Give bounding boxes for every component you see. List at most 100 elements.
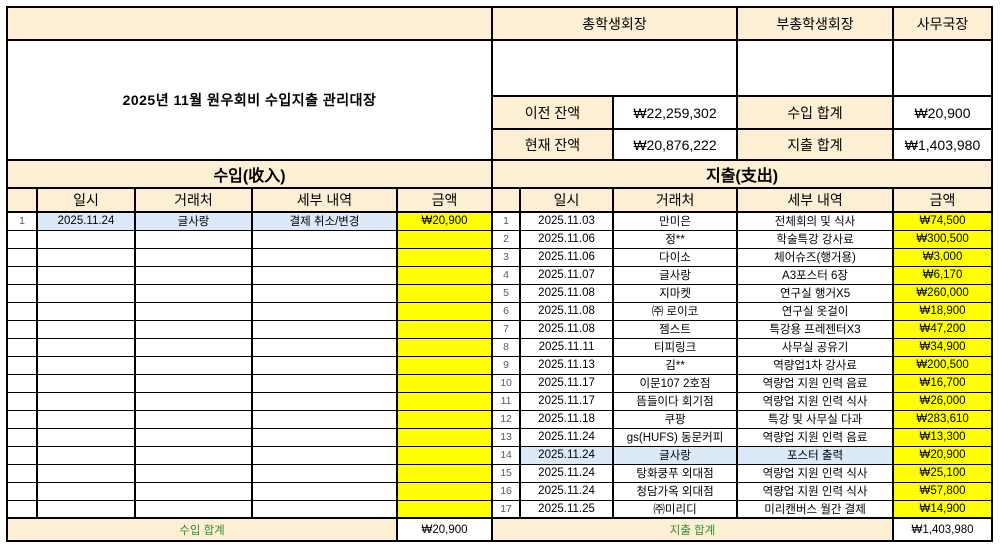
cell-rownum[interactable] xyxy=(6,481,38,501)
approval-president-cell[interactable]: 총학생회장 xyxy=(491,6,738,41)
cell-detail[interactable]: 역량업 지원 인력 식사 xyxy=(736,481,895,501)
cell-vendor[interactable] xyxy=(134,427,253,447)
cell-vendor[interactable]: 청담가옥 외대점 xyxy=(612,481,739,501)
cell-amount[interactable] xyxy=(395,301,494,321)
cell-detail[interactable] xyxy=(251,301,398,321)
cell-vendor[interactable] xyxy=(134,445,253,465)
cell-rownum[interactable] xyxy=(6,265,38,285)
income-col-rownum[interactable] xyxy=(6,187,38,213)
income-sum-label[interactable]: 수입 합계 xyxy=(6,517,398,542)
cell-detail[interactable]: 체어슈즈(행거용) xyxy=(736,247,895,267)
cell-amount[interactable]: ₩200,500 xyxy=(892,355,994,375)
cell-date[interactable]: 2025.11.13 xyxy=(519,355,615,375)
cell-vendor[interactable]: ㈜미리디 xyxy=(612,499,739,519)
cell-vendor[interactable] xyxy=(134,499,253,519)
cell-rownum[interactable] xyxy=(6,337,38,357)
expense-total-value[interactable]: ₩1,403,980 xyxy=(892,128,993,161)
cell-detail[interactable] xyxy=(251,409,398,429)
cell-amount[interactable]: ₩47,200 xyxy=(892,319,994,339)
cell-rownum[interactable]: 12 xyxy=(491,409,522,429)
cell-vendor[interactable]: 이문107 2호점 xyxy=(612,373,739,393)
cell-amount[interactable] xyxy=(395,265,494,285)
cell-date[interactable]: 2025.11.24 xyxy=(519,463,615,483)
cell-date[interactable]: 2025.11.18 xyxy=(519,409,615,429)
cell-amount[interactable]: ₩13,300 xyxy=(892,427,994,447)
cell-amount[interactable] xyxy=(395,463,494,483)
cell-rownum[interactable]: 10 xyxy=(491,373,522,393)
cell-rownum[interactable] xyxy=(6,319,38,339)
cell-amount[interactable] xyxy=(395,391,494,411)
cell-date[interactable]: 2025.11.07 xyxy=(519,265,615,285)
cell-vendor[interactable] xyxy=(134,301,253,321)
cell-amount[interactable]: ₩260,000 xyxy=(892,283,994,303)
cell-vendor[interactable]: 탕화쿵푸 외대점 xyxy=(612,463,739,483)
cell-vendor[interactable]: 글사랑 xyxy=(612,445,739,465)
cell-date[interactable] xyxy=(36,265,136,285)
signature-cell-president[interactable] xyxy=(491,39,738,97)
cell-rownum[interactable]: 16 xyxy=(491,481,522,501)
cell-rownum[interactable] xyxy=(6,445,38,465)
cell-date[interactable]: 2025.11.08 xyxy=(519,301,615,321)
cell-date[interactable] xyxy=(36,301,136,321)
cell-detail[interactable]: 사무실 공유기 xyxy=(736,337,895,357)
cell-amount[interactable] xyxy=(395,247,494,267)
cell-amount[interactable]: ₩20,900 xyxy=(395,211,494,231)
cell-amount[interactable]: ₩20,900 xyxy=(892,445,994,465)
cell-detail[interactable] xyxy=(251,319,398,339)
cell-vendor[interactable] xyxy=(134,391,253,411)
cell-rownum[interactable]: 1 xyxy=(491,211,522,231)
income-sum-value[interactable]: ₩20,900 xyxy=(395,517,494,542)
cell-date[interactable]: 2025.11.24 xyxy=(519,427,615,447)
approval-blank-cell[interactable] xyxy=(6,6,493,41)
expense-col-amount[interactable]: 금액 xyxy=(892,187,994,213)
income-col-date[interactable]: 일시 xyxy=(36,187,136,213)
cell-date[interactable] xyxy=(36,463,136,483)
cell-vendor[interactable] xyxy=(134,373,253,393)
cell-date[interactable] xyxy=(36,481,136,501)
expense-total-label[interactable]: 지출 합계 xyxy=(736,128,894,161)
expense-sum-value[interactable]: ₩1,403,980 xyxy=(892,517,994,542)
cell-detail[interactable]: 역량업 지원 인력 식사 xyxy=(736,463,895,483)
cell-detail[interactable]: 역량업 지원 인력 음료 xyxy=(736,373,895,393)
cell-date[interactable] xyxy=(36,391,136,411)
cell-date[interactable] xyxy=(36,229,136,249)
cell-date[interactable]: 2025.11.08 xyxy=(519,319,615,339)
cell-vendor[interactable]: 만미은 xyxy=(612,211,739,231)
current-balance-value[interactable]: ₩20,876,222 xyxy=(612,128,738,161)
cell-detail[interactable] xyxy=(251,355,398,375)
cell-vendor[interactable]: 글사랑 xyxy=(134,211,253,231)
cell-vendor[interactable]: 글사랑 xyxy=(612,265,739,285)
cell-vendor[interactable]: 쿠팡 xyxy=(612,409,739,429)
cell-date[interactable]: 2025.11.24 xyxy=(519,445,615,465)
cell-date[interactable] xyxy=(36,445,136,465)
cell-amount[interactable] xyxy=(395,427,494,447)
cell-vendor[interactable]: 다이소 xyxy=(612,247,739,267)
cell-detail[interactable] xyxy=(251,265,398,285)
approval-secretary-cell[interactable]: 사무국장 xyxy=(892,6,993,41)
cell-vendor[interactable]: 젬스트 xyxy=(612,319,739,339)
cell-amount[interactable]: ₩26,000 xyxy=(892,391,994,411)
cell-date[interactable] xyxy=(36,247,136,267)
cell-detail[interactable]: 연구실 행거X5 xyxy=(736,283,895,303)
income-total-label[interactable]: 수입 합계 xyxy=(736,95,894,130)
signature-cell-vice-president[interactable] xyxy=(736,39,894,97)
income-col-detail[interactable]: 세부 내역 xyxy=(251,187,398,213)
cell-rownum[interactable] xyxy=(6,229,38,249)
prev-balance-label[interactable]: 이전 잔액 xyxy=(491,95,614,130)
cell-rownum[interactable] xyxy=(6,373,38,393)
cell-amount[interactable]: ₩6,170 xyxy=(892,265,994,285)
cell-vendor[interactable] xyxy=(134,265,253,285)
cell-vendor[interactable] xyxy=(134,481,253,501)
cell-date[interactable] xyxy=(36,373,136,393)
cell-vendor[interactable] xyxy=(134,463,253,483)
cell-detail[interactable]: 역량업1차 강사료 xyxy=(736,355,895,375)
cell-amount[interactable] xyxy=(395,481,494,501)
cell-rownum[interactable]: 7 xyxy=(491,319,522,339)
cell-amount[interactable]: ₩25,100 xyxy=(892,463,994,483)
cell-amount[interactable]: ₩18,900 xyxy=(892,301,994,321)
cell-rownum[interactable]: 9 xyxy=(491,355,522,375)
cell-vendor[interactable]: gs(HUFS) 동문커피 xyxy=(612,427,739,447)
cell-rownum[interactable]: 13 xyxy=(491,427,522,447)
expense-section-title[interactable]: 지출(支出) xyxy=(491,159,994,189)
cell-date[interactable] xyxy=(36,427,136,447)
